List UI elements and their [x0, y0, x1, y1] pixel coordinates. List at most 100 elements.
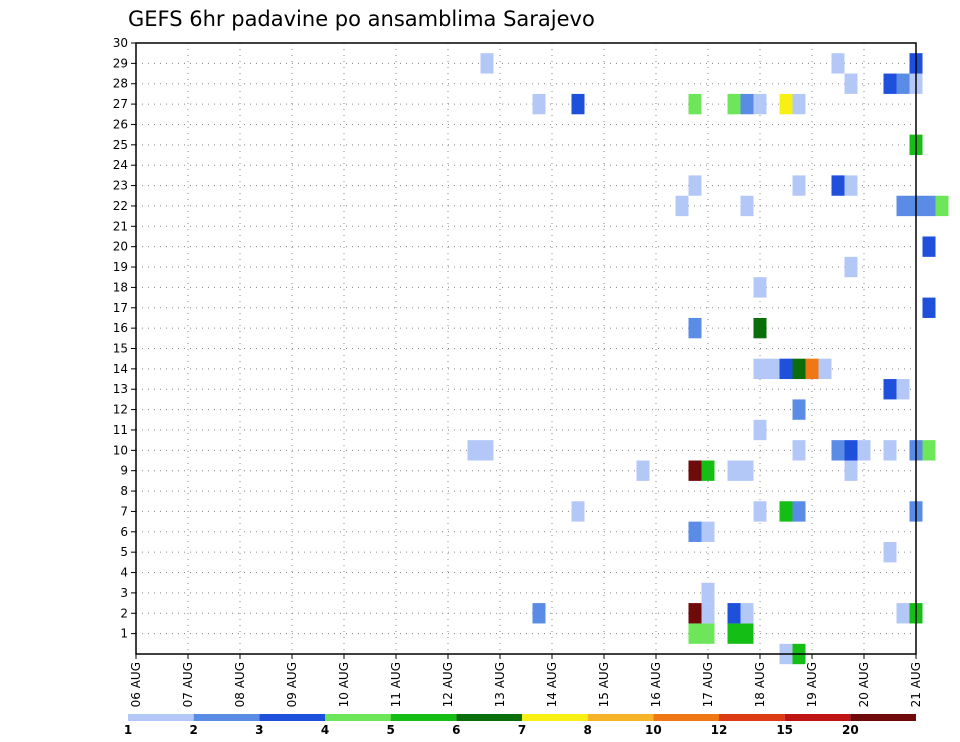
heatmap-cell — [637, 461, 650, 481]
y-tick-label: 6 — [120, 525, 128, 539]
colorbar-label: 10 — [645, 723, 662, 737]
y-tick-label: 16 — [113, 321, 128, 335]
y-tick-label: 11 — [113, 423, 128, 437]
heatmap-cell — [481, 53, 494, 73]
y-tick-label: 18 — [113, 280, 128, 294]
heatmap-cell — [845, 257, 858, 277]
x-tick-label: 09 AUG — [285, 662, 299, 707]
y-tick-label: 2 — [120, 606, 128, 620]
y-tick-label: 26 — [113, 117, 128, 131]
heatmap-cell — [884, 74, 897, 94]
heatmap-cell — [702, 461, 715, 481]
x-tick-label: 14 AUG — [545, 662, 559, 707]
colorbar-label: 8 — [583, 723, 591, 737]
heatmap-cell — [676, 196, 689, 216]
colorbar-segment — [653, 714, 719, 721]
y-tick-label: 4 — [120, 566, 128, 580]
y-tick-label: 30 — [113, 36, 128, 50]
heatmap-cell — [689, 94, 702, 114]
heatmap-cell — [897, 74, 910, 94]
heatmap-cell — [845, 440, 858, 460]
heatmap-cell — [884, 440, 897, 460]
colorbar-label: 4 — [321, 723, 329, 737]
heatmap-cell — [793, 440, 806, 460]
heatmap-cell — [702, 583, 715, 603]
grid-lines — [136, 43, 916, 654]
y-tick-label: 14 — [113, 362, 128, 376]
y-tick-label: 19 — [113, 260, 128, 274]
heatmap-cell — [897, 603, 910, 623]
colorbar-segment — [850, 714, 916, 721]
heatmap-cell — [754, 277, 767, 297]
heatmap-cell — [923, 196, 936, 216]
colorbar-segment — [719, 714, 785, 721]
heatmap-cell — [884, 542, 897, 562]
x-tick-label: 10 AUG — [337, 662, 351, 707]
heatmap-cell — [741, 94, 754, 114]
heatmap-cell — [741, 623, 754, 643]
heatmap-cell — [884, 379, 897, 399]
x-tick-label: 07 AUG — [181, 662, 195, 707]
heatmap-cell — [728, 623, 741, 643]
heatmap-cell — [897, 379, 910, 399]
x-tick-label: 17 AUG — [701, 662, 715, 707]
x-tick-label: 08 AUG — [233, 662, 247, 707]
y-tick-label: 12 — [113, 403, 128, 417]
heatmap-cell — [689, 461, 702, 481]
heatmap-cell — [754, 94, 767, 114]
y-tick-label: 17 — [113, 301, 128, 315]
heatmap-cell — [858, 440, 871, 460]
colorbar-label: 2 — [189, 723, 197, 737]
heatmap-cell — [468, 440, 481, 460]
heatmap-cell — [741, 196, 754, 216]
heatmap-cell — [689, 318, 702, 338]
chart-title: GEFS 6hr padavine po ansamblima Sarajevo — [128, 7, 595, 31]
heatmap-cell — [533, 94, 546, 114]
x-tick-label: 13 AUG — [493, 662, 507, 707]
colorbar-label: 1 — [124, 723, 132, 737]
y-tick-label: 25 — [113, 138, 128, 152]
heatmap-cell — [780, 94, 793, 114]
y-tick-label: 5 — [120, 545, 128, 559]
heatmap-cell — [793, 359, 806, 379]
y-tick-label: 8 — [120, 484, 128, 498]
colorbar-segment — [391, 714, 457, 721]
colorbar-label: 6 — [452, 723, 460, 737]
heatmap-cell — [572, 94, 585, 114]
heatmap-cell — [754, 359, 767, 379]
heatmap-cell — [923, 440, 936, 460]
x-tick-label: 18 AUG — [753, 662, 767, 707]
heatmap-cell — [741, 603, 754, 623]
y-tick-label: 24 — [113, 158, 128, 172]
x-tick-label: 06 AUG — [129, 662, 143, 707]
heatmap-cell — [897, 196, 910, 216]
colorbar-segment — [128, 714, 194, 721]
y-tick-label: 29 — [113, 56, 128, 70]
heatmap-cell — [923, 298, 936, 318]
heatmap-cell — [689, 522, 702, 542]
heatmap-cell — [728, 603, 741, 623]
heatmap-cell — [689, 623, 702, 643]
colorbar-label: 20 — [842, 723, 859, 737]
y-tick-label: 1 — [120, 627, 128, 641]
heatmap-cell — [845, 74, 858, 94]
y-tick-label: 27 — [113, 97, 128, 111]
colorbar: 1 2 3 4 5 6 7 8 10 12 15 20 — [124, 714, 916, 737]
colorbar-label: 5 — [386, 723, 394, 737]
heatmap-cell — [741, 461, 754, 481]
x-tick-label: 11 AUG — [389, 662, 403, 707]
heatmap-cell — [793, 399, 806, 419]
y-tick-label: 20 — [113, 240, 128, 254]
y-tick-label: 15 — [113, 342, 128, 356]
colorbar-label: 12 — [711, 723, 728, 737]
heatmap-cell — [572, 501, 585, 521]
y-tick-label: 21 — [113, 219, 128, 233]
heatmap-cell — [845, 175, 858, 195]
heatmap-cell — [481, 440, 494, 460]
heatmap-cell — [702, 603, 715, 623]
heatmap-cell — [936, 196, 949, 216]
heatmap-cell — [806, 359, 819, 379]
y-tick-label: 7 — [120, 504, 128, 518]
heatmap-cell — [793, 175, 806, 195]
heatmap-cell — [819, 359, 832, 379]
